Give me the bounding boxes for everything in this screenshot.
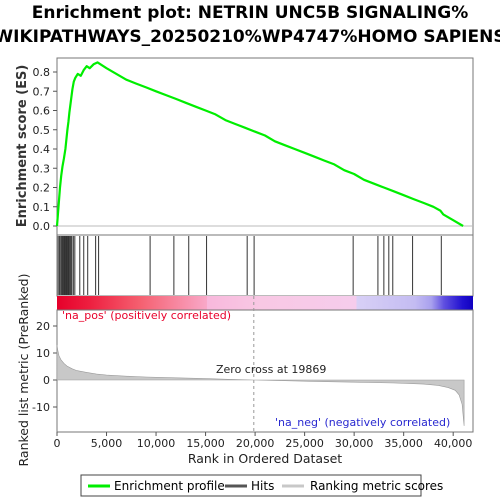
ranked-y-axis-label: Ranked list metric (PreRanked) — [16, 274, 31, 467]
chart-title-line1: Enrichment plot: NETRIN UNC5B SIGNALING% — [32, 3, 469, 23]
rank-color-bar — [57, 296, 473, 310]
es-y-ticks: 0.0 0.1 0.2 0.3 0.4 0.5 0.6 0.7 0.8 — [33, 66, 57, 233]
hits-panel-frame — [56, 234, 474, 297]
es-y-tick-label: 0.4 — [33, 143, 51, 156]
x-tick-label: 15,000 — [186, 437, 225, 450]
es-y-tick-label: 0.0 — [33, 220, 51, 233]
x-tick-label: 10,000 — [137, 437, 176, 450]
enrichment-profile-line — [55, 61, 464, 227]
x-tick-label: 20,000 — [236, 437, 275, 450]
es-y-tick-label: 0.5 — [33, 124, 51, 137]
legend-enrichment-label: Enrichment profile — [114, 479, 225, 493]
es-panel-frame — [56, 57, 474, 236]
ranked-y-tick-label: 20 — [36, 320, 50, 333]
x-tick-label: 25,000 — [285, 437, 324, 450]
x-axis-label: Rank in Ordered Dataset — [188, 451, 342, 466]
es-y-tick-label: 0.8 — [33, 66, 51, 79]
x-tick-label: 30,000 — [335, 437, 374, 450]
zero-cross-label: Zero cross at 19869 — [216, 363, 326, 376]
chart-title-line2: WIKIPATHWAYS_20250210%WP4747%HOMO SAPIEN… — [0, 27, 500, 47]
positive-correlation-label: 'na_pos' (positively correlated) — [62, 309, 231, 322]
hits-panel — [56, 234, 474, 297]
hit-lines — [57, 236, 442, 295]
legend-box — [80, 474, 422, 497]
es-y-tick-label: 0.1 — [33, 201, 51, 214]
ranked-y-tick-label: 0 — [43, 374, 50, 387]
negative-correlation-label: 'na_neg' (negatively correlated) — [275, 416, 450, 429]
legend-ranking-label: Ranking metric scores — [310, 479, 443, 493]
ranked-y-ticks: -10 0 10 20 — [32, 320, 57, 414]
legend: Enrichment profile Hits Ranking metric s… — [80, 474, 443, 497]
es-panel: 0.0 0.1 0.2 0.3 0.4 0.5 0.6 0.7 0.8 Enrichment s… — [15, 57, 474, 236]
ranked-y-tick-label: 10 — [36, 347, 50, 360]
ranked-metric-panel: -10 0 10 20 'na_pos' (positively correlated… — [16, 274, 474, 467]
ranking-metric-area — [56, 344, 465, 426]
es-y-axis-label: Enrichment score (ES) — [15, 65, 30, 228]
es-y-tick-label: 0.3 — [33, 162, 51, 175]
x-tick-label: 0 — [54, 437, 61, 450]
es-y-tick-label: 0.6 — [33, 105, 51, 118]
ranked-y-tick-label: -10 — [32, 401, 50, 414]
x-tick-label: 40,000 — [434, 437, 473, 450]
x-tick-label: 35,000 — [384, 437, 423, 450]
es-y-tick-label: 0.2 — [33, 182, 51, 195]
legend-hits-label: Hits — [251, 479, 274, 493]
x-tick-label: 5,000 — [91, 437, 123, 450]
es-y-tick-label: 0.7 — [33, 85, 51, 98]
x-axis-ticks: 0 5,000 10,000 15,000 20,000 25,000 30,000 35,0… — [54, 432, 473, 450]
color-bar-fill — [57, 296, 473, 310]
